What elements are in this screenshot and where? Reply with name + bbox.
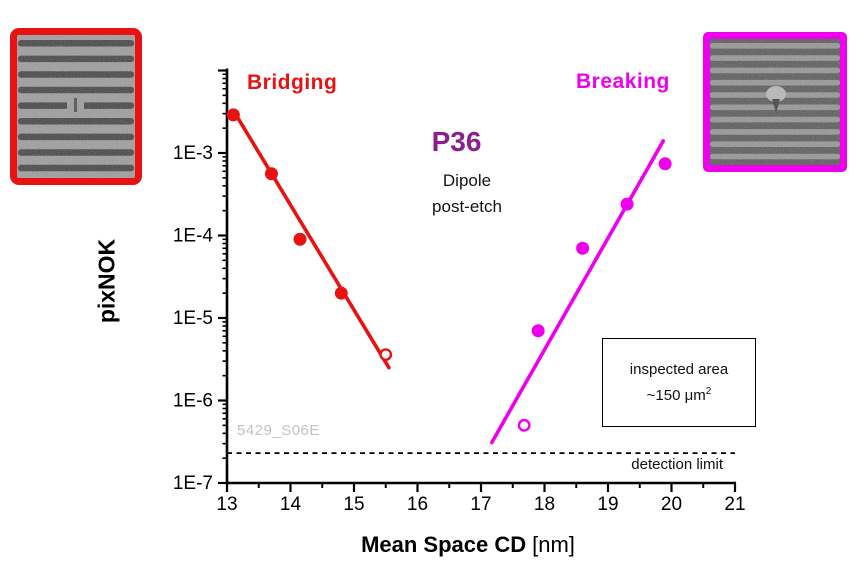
x-tick-label: 16 (407, 494, 428, 515)
sem-image-bridging (10, 28, 142, 185)
breaking-data-point-open (517, 418, 531, 432)
bridging-series-label: Bridging (247, 71, 338, 94)
x-tick-label: 13 (216, 494, 237, 515)
x-tick-label: 15 (343, 494, 364, 515)
bridging-fit-line (233, 111, 391, 370)
breaking-fit-line (489, 139, 666, 445)
bridging-data-point (334, 286, 348, 300)
plot-subtitle-line2: post-etch (432, 197, 502, 216)
x-tick-label: 14 (280, 494, 302, 515)
bridging-data-point (226, 108, 240, 122)
plot-subtitle: Dipole post-etch (392, 168, 542, 220)
y-tick-label: 1E-3 (173, 143, 213, 164)
plot-title: P36 (431, 126, 482, 157)
y-tick-label: 1E-5 (173, 308, 213, 329)
x-tick-label: 18 (534, 494, 555, 515)
x-tick-label: 21 (724, 494, 745, 515)
inspected-area-unit: μm (684, 387, 706, 404)
y-tick-label: 1E-4 (173, 226, 214, 247)
wafer-id-watermark: 5429_S06E (237, 422, 320, 439)
y-axis-title: pixNOK (93, 238, 120, 324)
sem-breaking-graphic (710, 39, 840, 165)
x-axis-title-main: Mean Space CD (361, 532, 527, 557)
x-tick-label: 17 (470, 494, 491, 515)
bridging-data-point (264, 167, 278, 181)
x-axis-title: Mean Space CD [nm] (268, 532, 668, 558)
sem-bridging-graphic (17, 35, 135, 178)
inspected-area-box: inspected area ~150 μm2 (602, 338, 756, 427)
y-tick-label: 1E-6 (173, 391, 213, 412)
sem-image-breaking (703, 32, 847, 172)
breaking-data-point (620, 197, 634, 211)
inspected-area-line2: ~150 μm2 (647, 386, 712, 404)
inspected-area-line1: inspected area (629, 361, 729, 378)
y-tick-label: 1E-7 (173, 473, 213, 494)
x-tick-label: 19 (597, 494, 618, 515)
breaking-data-point (658, 157, 672, 171)
x-tick-label: 20 (661, 494, 682, 515)
detection-limit-label: detection limit (631, 456, 723, 473)
plot-subtitle-line1: Dipole (442, 171, 492, 190)
bridging-data-point (293, 232, 307, 246)
breaking-data-point (576, 241, 590, 255)
x-axis-title-unit: [nm] (532, 532, 575, 557)
breaking-data-point (531, 324, 545, 338)
bridging-data-point-open (379, 348, 393, 362)
inspected-area-value: ~150 (646, 387, 685, 404)
breaking-series-label: Breaking (576, 70, 670, 93)
inspected-area-sup: 2 (705, 386, 712, 397)
